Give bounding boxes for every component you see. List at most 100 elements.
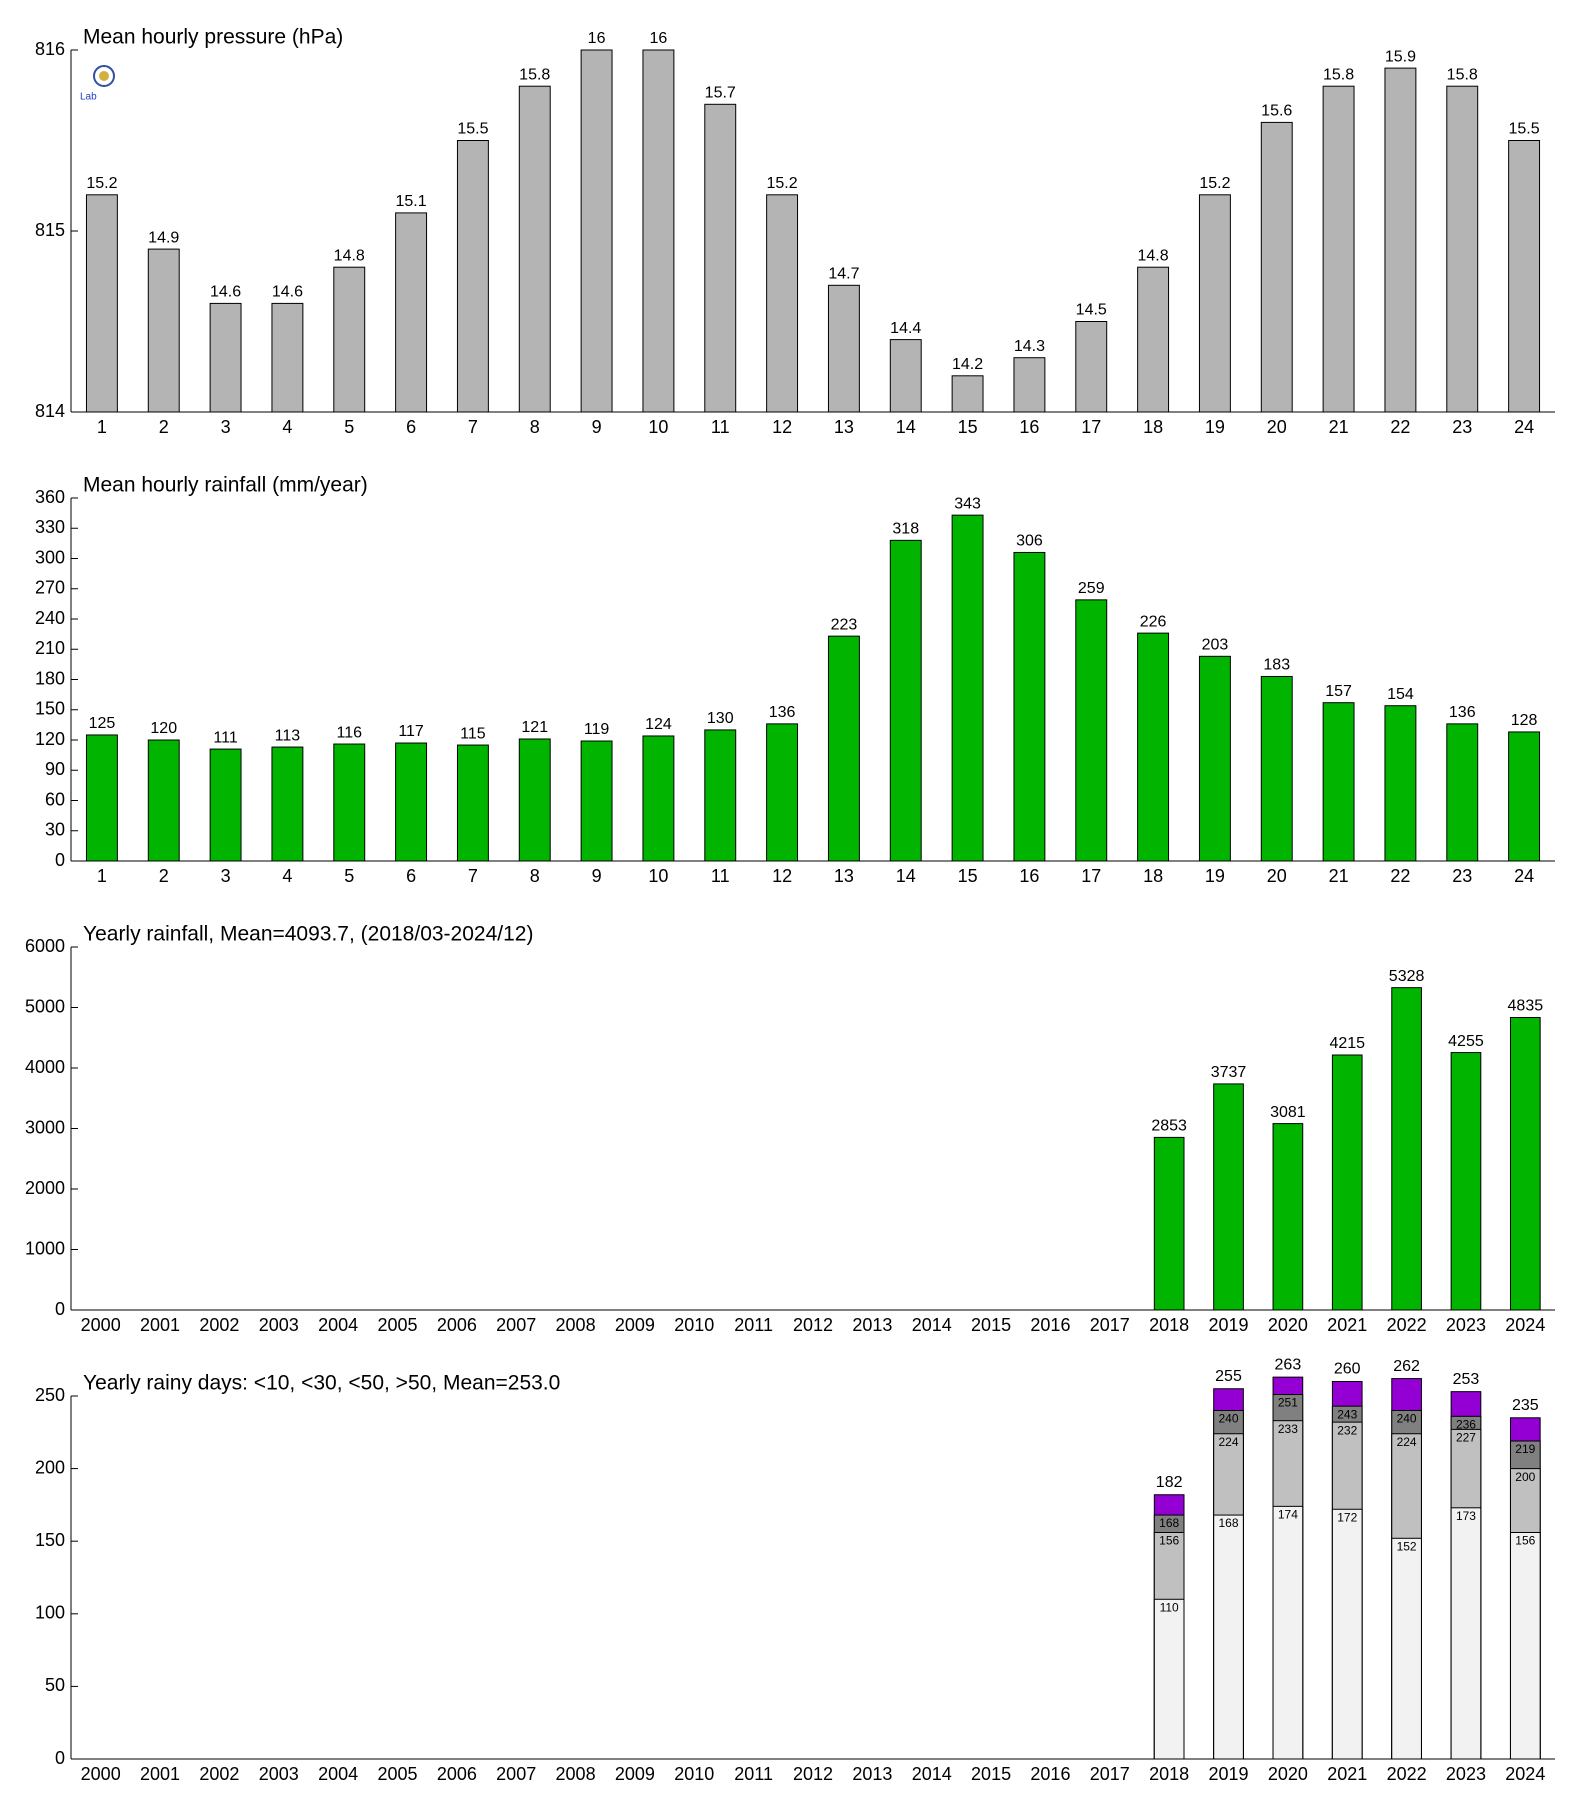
x-tick-label: 2006 <box>437 1764 477 1784</box>
value-label: 4835 <box>1508 998 1544 1015</box>
bar <box>704 729 737 862</box>
x-tick-label: 2002 <box>199 1315 239 1335</box>
x-tick-label: 2014 <box>912 1764 952 1784</box>
bar-segment <box>1509 1531 1541 1760</box>
y-tick-label: 270 <box>35 578 65 598</box>
x-tick-label: 9 <box>592 417 602 437</box>
x-tick-label: 2024 <box>1505 1315 1545 1335</box>
x-tick-label: 2003 <box>259 1764 299 1784</box>
x-tick-label: 13 <box>834 866 854 886</box>
x-tick-label: 2011 <box>734 1315 773 1335</box>
x-tick-label: 2022 <box>1387 1764 1427 1784</box>
x-tick-label: 2003 <box>259 1315 299 1335</box>
value-label: 16 <box>650 30 668 47</box>
value-label: 15.2 <box>1199 175 1230 192</box>
value-label: 14.6 <box>210 284 241 301</box>
value-label: 219 <box>1515 1442 1535 1456</box>
bar <box>1450 1052 1482 1311</box>
value-label: 14.7 <box>828 266 859 283</box>
bar <box>1391 987 1422 1311</box>
bar <box>1075 321 1108 413</box>
bar-segment <box>1153 1598 1185 1760</box>
x-tick-label: 18 <box>1143 417 1163 437</box>
value-label: 125 <box>89 715 116 732</box>
bar <box>766 194 799 413</box>
value-label: 15.5 <box>1509 121 1540 138</box>
value-label: 260 <box>1334 1361 1361 1378</box>
value-label: 154 <box>1387 686 1414 703</box>
bar <box>1260 121 1293 413</box>
x-tick-label: 2010 <box>674 1315 714 1335</box>
y-tick-label: 100 <box>35 1603 65 1623</box>
bar <box>1137 266 1170 413</box>
x-tick-label: 2013 <box>852 1315 892 1335</box>
x-tick-label: 2 <box>159 417 169 437</box>
value-label: 136 <box>769 704 796 721</box>
bar <box>1508 731 1541 862</box>
x-tick-label: 9 <box>592 866 602 886</box>
value-label: 226 <box>1140 613 1167 630</box>
value-label: 115 <box>460 725 486 742</box>
x-tick-label: 2015 <box>971 1315 1011 1335</box>
bar <box>271 302 304 413</box>
x-tick-label: 18 <box>1143 866 1163 886</box>
x-tick-label: 2004 <box>318 1764 358 1784</box>
value-label: 343 <box>954 495 981 512</box>
value-label: 172 <box>1337 1510 1357 1524</box>
x-tick-label: 20 <box>1267 866 1287 886</box>
value-label: 120 <box>150 720 177 737</box>
y-tick-label: 180 <box>35 668 65 688</box>
bar <box>1013 551 1046 862</box>
x-tick-label: 2004 <box>318 1315 358 1335</box>
value-label: 15.6 <box>1261 103 1292 120</box>
x-tick-label: 2018 <box>1149 1764 1189 1784</box>
x-tick-label: 2009 <box>615 1764 655 1784</box>
value-label: 227 <box>1456 1431 1476 1445</box>
bar <box>1198 194 1231 413</box>
bar <box>642 735 675 862</box>
chart-title: Yearly rainy days: <10, <30, <50, >50, M… <box>83 1372 560 1395</box>
value-label: 15.2 <box>86 175 117 192</box>
bar <box>1384 705 1417 862</box>
x-tick-label: 3 <box>221 866 231 886</box>
value-label: 15.5 <box>457 121 488 138</box>
bar-segment <box>1213 1514 1244 1760</box>
x-tick-label: 13 <box>834 417 854 437</box>
bar <box>1137 632 1170 862</box>
y-tick-label: 200 <box>35 1457 65 1477</box>
bar-segment <box>1272 1505 1304 1760</box>
x-tick-label: 2006 <box>437 1315 477 1335</box>
chart-title: Mean hourly rainfall (mm/year) <box>83 474 368 497</box>
y-tick-label: 300 <box>35 547 65 567</box>
bar <box>147 739 180 862</box>
x-tick-label: 2001 <box>140 1764 180 1784</box>
x-tick-label: 2001 <box>140 1315 180 1335</box>
x-tick-label: 2017 <box>1090 1315 1130 1335</box>
bar <box>766 723 799 862</box>
bar <box>209 302 242 413</box>
x-tick-label: 2016 <box>1030 1315 1070 1335</box>
x-tick-label: 2019 <box>1208 1764 1248 1784</box>
value-label: 173 <box>1456 1509 1476 1523</box>
bar <box>951 375 984 413</box>
bar <box>827 635 860 862</box>
x-tick-label: 7 <box>468 866 478 886</box>
x-tick-label: 2014 <box>912 1315 952 1335</box>
value-label: 156 <box>1515 1534 1535 1548</box>
x-tick-label: 2010 <box>674 1764 714 1784</box>
y-tick-label: 60 <box>45 789 65 809</box>
value-label: 15.8 <box>1323 66 1354 83</box>
value-label: 15.2 <box>767 175 798 192</box>
value-label: 2853 <box>1151 1118 1187 1135</box>
bar <box>951 514 984 862</box>
x-tick-label: 23 <box>1452 417 1472 437</box>
x-tick-label: 16 <box>1019 866 1039 886</box>
x-tick-label: 6 <box>406 417 416 437</box>
x-tick-label: 2007 <box>496 1764 536 1784</box>
x-tick-label: 12 <box>772 866 792 886</box>
bar <box>1013 357 1046 413</box>
value-label: 113 <box>275 727 301 744</box>
x-tick-label: 14 <box>896 417 916 437</box>
value-label: 251 <box>1278 1396 1298 1410</box>
